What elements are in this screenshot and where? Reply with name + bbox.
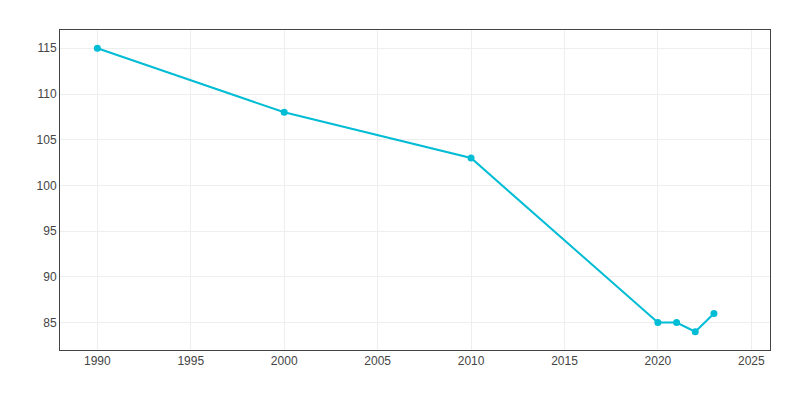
- svg-text:2020: 2020: [645, 354, 672, 368]
- svg-text:2025: 2025: [738, 354, 765, 368]
- svg-text:95: 95: [43, 224, 57, 238]
- svg-text:85: 85: [43, 316, 57, 330]
- svg-text:2000: 2000: [271, 354, 298, 368]
- svg-text:2005: 2005: [364, 354, 391, 368]
- svg-text:115: 115: [37, 41, 56, 55]
- svg-text:1995: 1995: [177, 354, 204, 368]
- svg-text:90: 90: [43, 270, 57, 284]
- svg-text:1990: 1990: [84, 354, 111, 368]
- svg-text:105: 105: [37, 133, 57, 147]
- svg-text:100: 100: [37, 179, 57, 193]
- svg-text:110: 110: [37, 87, 56, 101]
- svg-text:2010: 2010: [458, 354, 485, 368]
- svg-text:2015: 2015: [551, 354, 578, 368]
